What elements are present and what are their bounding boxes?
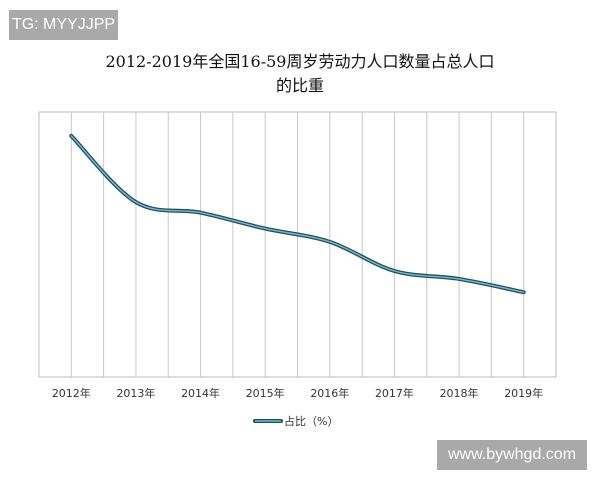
x-tick-label: 2018年	[440, 386, 479, 400]
chart-title-line1: 2012-2019年全国16-59周岁劳动力人口数量占总人口	[105, 52, 495, 71]
watermark-bottom-right: www.bywhgd.com	[437, 440, 587, 470]
x-tick-label: 2014年	[181, 386, 220, 400]
x-tick-label: 2012年	[52, 386, 91, 400]
x-tick-label: 2013年	[116, 386, 155, 400]
chart-title-line2: 的比重	[275, 76, 324, 95]
legend-label: 占比（%）	[284, 414, 338, 428]
watermark-top-left: TG: MYYJJPP	[9, 10, 118, 40]
x-tick-label: 2019年	[504, 386, 543, 400]
x-tick-label: 2017年	[375, 386, 414, 400]
x-tick-label: 2015年	[246, 386, 285, 400]
x-tick-label: 2016年	[310, 386, 349, 400]
